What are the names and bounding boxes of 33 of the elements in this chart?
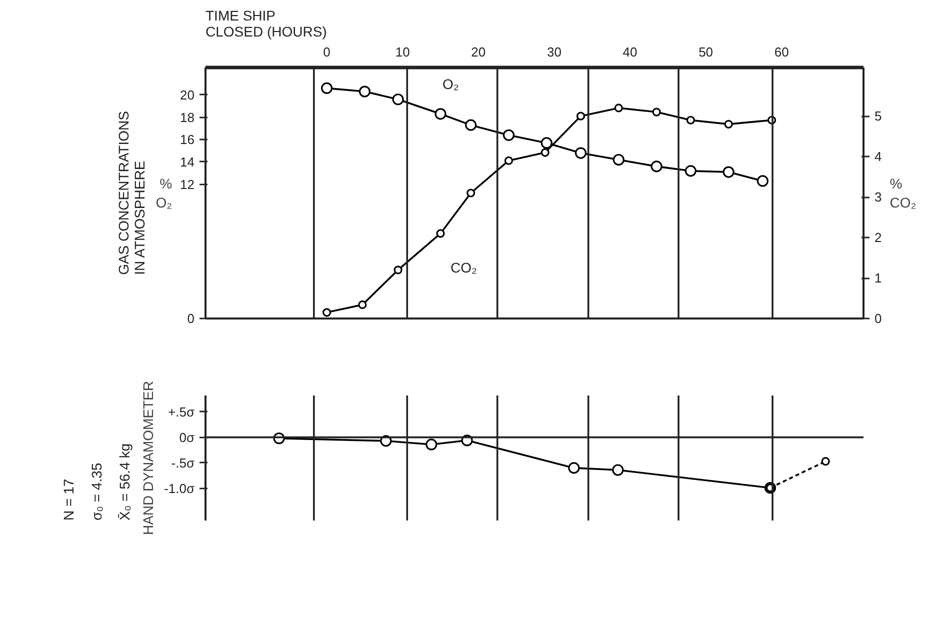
y2-tick-label: 1	[874, 270, 882, 286]
y-tick-label: 14	[180, 154, 195, 170]
y-axis-title: HAND DYNAMOMETER	[140, 380, 156, 536]
text: X̄₀ = 56.4 kg	[116, 443, 132, 520]
text: σ₀ = 4.35	[88, 462, 104, 520]
x-tick-label: 0	[323, 44, 330, 60]
y2-axis-title: % CO₂	[890, 175, 916, 211]
x-tick-label: 40	[622, 44, 638, 60]
y2-tick-label: 2	[874, 230, 882, 246]
series-label: CO₂	[450, 259, 477, 276]
x-tick-label: 50	[698, 44, 714, 60]
y-tick-label: -.5σ	[171, 455, 195, 470]
text: GAS CONCENTRATIONS IN ATMOSPHERE	[116, 111, 148, 275]
y-tick-label: +.5σ	[168, 404, 195, 420]
x-tick-label: 30	[546, 44, 562, 60]
y2-tick-label: 4	[874, 149, 882, 164]
y-axis-title: % O₂	[156, 175, 172, 211]
y-tick-label: 12	[180, 176, 195, 192]
y-tick-label: 0	[187, 311, 195, 326]
y-tick-label: 18	[180, 110, 195, 125]
x-axis-title: TIME SHIP CLOSED (HOURS)	[206, 8, 327, 40]
y-tick-label: -1.0σ	[164, 480, 195, 496]
y-tick-label: 16	[180, 132, 195, 148]
x-tick-label: 60	[774, 44, 789, 60]
x-tick-label: 10	[395, 44, 410, 60]
text: N = 17	[60, 478, 76, 520]
y2-tick-label: 0	[874, 311, 882, 326]
x-tick-label: 20	[471, 44, 486, 60]
y2-tick-label: 3	[874, 190, 882, 205]
y-tick-label: 0σ	[179, 430, 195, 445]
series-label: O₂	[442, 76, 459, 92]
y2-tick-label: 5	[874, 108, 882, 124]
y-tick-label: 20	[180, 87, 195, 102]
